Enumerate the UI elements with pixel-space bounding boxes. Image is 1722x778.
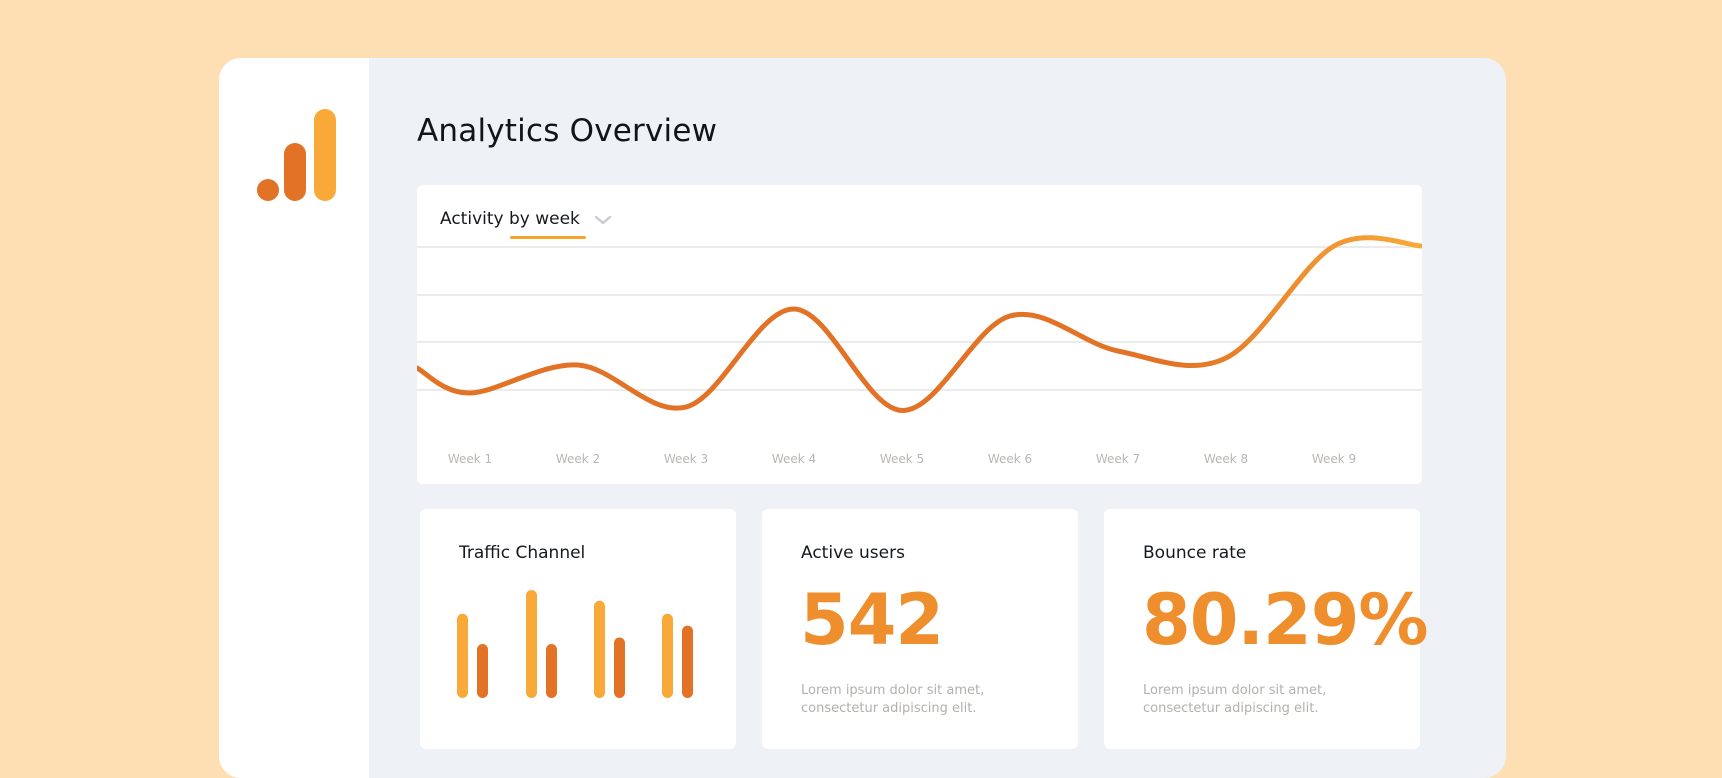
x-tick-label: Week 8 (1204, 452, 1248, 466)
activity-line-chart: Week 1 Week 2 Week 3 Week 4 Week 5 Week 6 Week… (417, 235, 1422, 466)
activity-heading[interactable]: Activity by week (440, 209, 580, 229)
chevron-down-icon[interactable] (594, 214, 612, 226)
traffic-channel-title: Traffic Channel (459, 543, 586, 563)
traffic-bar (546, 644, 557, 698)
traffic-bar (477, 644, 488, 698)
bounce-rate-card: Bounce rate 80.29% Lorem ipsum dolor sit… (1104, 509, 1429, 749)
main-content: Analytics Overview Week 1 Week 2 Week 3 Wee… (369, 58, 1506, 778)
x-tick-label: Week 7 (1096, 452, 1140, 466)
x-tick-label: Week 6 (988, 452, 1032, 466)
traffic-bar (526, 590, 537, 698)
analytics-bar-logo-icon[interactable] (257, 109, 337, 201)
x-tick-label: Week 3 (664, 452, 708, 466)
x-tick-label: Week 5 (880, 452, 924, 466)
active-users-value: 542 (800, 579, 944, 661)
traffic-bar (594, 600, 605, 698)
active-users-title: Active users (801, 543, 905, 563)
app-window: Analytics Overview Week 1 Week 2 Week 3 Wee… (219, 58, 1506, 778)
active-users-description: Lorem ipsum dolor sit amet, consectetur … (801, 683, 985, 716)
active-users-card: Active users 542 Lorem ipsum dolor sit a… (762, 509, 1078, 749)
page-title: Analytics Overview (417, 113, 718, 149)
traffic-channel-card: Traffic Channel (420, 509, 736, 749)
traffic-bar (614, 637, 625, 698)
traffic-bar (457, 613, 468, 698)
bounce-rate-title: Bounce rate (1143, 543, 1247, 563)
traffic-bar (662, 613, 673, 698)
traffic-bar-chart (457, 590, 693, 698)
sidebar (219, 58, 369, 778)
x-tick-label: Week 4 (772, 452, 816, 466)
x-tick-label: Week 1 (448, 452, 492, 466)
activity-series-line (417, 235, 1422, 414)
x-tick-label: Week 9 (1312, 452, 1356, 466)
x-tick-label: Week 2 (556, 452, 600, 466)
bounce-rate-value: 80.29% (1142, 579, 1429, 661)
bounce-rate-description: Lorem ipsum dolor sit amet, consectetur … (1143, 683, 1327, 716)
traffic-bar (682, 625, 693, 698)
heading-underline (510, 236, 586, 239)
activity-card: Week 1 Week 2 Week 3 Week 4 Week 5 Week 6 Week… (417, 185, 1422, 484)
